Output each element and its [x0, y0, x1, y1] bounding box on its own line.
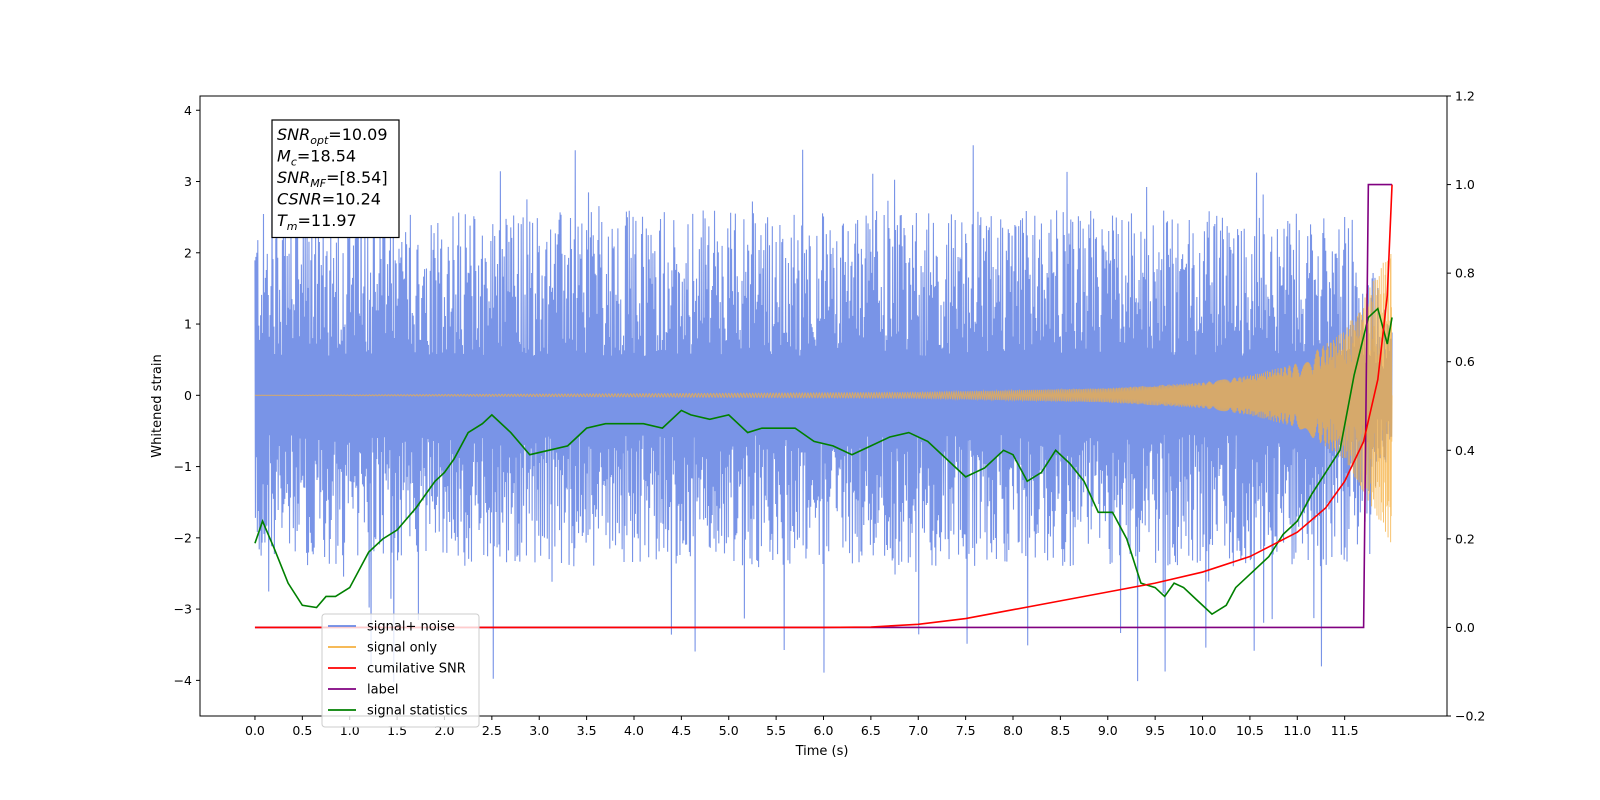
y-tick-label: 4	[184, 103, 192, 118]
legend-label: signal+ noise	[367, 620, 455, 635]
y-right-tick-label: 0.0	[1455, 620, 1475, 635]
x-tick-label: 9.0	[1098, 723, 1118, 738]
x-tick-label: 4.5	[671, 723, 691, 738]
y-right-tick-label: 0.4	[1455, 443, 1475, 458]
x-tick-label: 11.0	[1283, 723, 1311, 738]
x-tick-label: 10.5	[1236, 723, 1264, 738]
series-signal-noise	[254, 145, 1393, 683]
x-tick-label: 9.5	[1145, 723, 1165, 738]
y-axis-label: Whitened strain	[150, 354, 165, 457]
x-tick-label: 8.0	[1003, 723, 1023, 738]
info-box: SNRopt=10.09Mc=18.54SNRMF=[8.54]CSNR=10.…	[271, 119, 400, 239]
x-tick-label: 7.0	[908, 723, 928, 738]
info-line: CSNR=10.24	[277, 190, 381, 209]
y-axis-left: −4 −3 −2 −1 0 1 2 3 4	[174, 103, 200, 688]
x-tick-label: 5.0	[719, 723, 739, 738]
y-tick-label: −1	[174, 459, 192, 474]
x-tick-label: 10.0	[1189, 723, 1217, 738]
y-right-tick-label: −0.2	[1455, 709, 1485, 724]
x-tick-label: 0.0	[245, 723, 265, 738]
y-tick-label: −4	[174, 673, 192, 688]
y-right-tick-label: 0.8	[1455, 266, 1475, 281]
y-right-tick-label: 0.2	[1455, 531, 1475, 546]
info-line: SNRMF=[8.54]	[277, 168, 388, 190]
legend: signal+ noise signal only cumilative SNR la…	[321, 613, 480, 728]
info-box-frame	[271, 119, 400, 239]
x-tick-label: 11.5	[1331, 723, 1359, 738]
y-axis-right: −0.2 0.0 0.2 0.4 0.6 0.8 1.0 1.2	[1447, 89, 1485, 724]
x-axis-label: Time (s)	[795, 744, 849, 759]
info-line: SNRopt=10.09	[277, 125, 388, 147]
plot-area	[254, 145, 1393, 683]
x-tick-label: 3.5	[577, 723, 597, 738]
x-tick-label: 0.5	[292, 723, 312, 738]
x-tick-label: 6.5	[861, 723, 881, 738]
y-right-tick-label: 1.2	[1455, 89, 1475, 104]
legend-label: label	[367, 683, 398, 698]
y-right-tick-label: 0.6	[1455, 354, 1475, 369]
y-tick-label: −2	[174, 530, 192, 545]
x-tick-label: 3.0	[529, 723, 549, 738]
y-right-tick-label: 1.0	[1455, 177, 1475, 192]
legend-frame	[321, 613, 480, 728]
x-tick-label: 6.0	[814, 723, 834, 738]
y-tick-label: 3	[184, 174, 192, 189]
x-tick-label: 7.5	[956, 723, 976, 738]
series-signal-statistics	[254, 307, 1393, 616]
y-tick-label: −3	[174, 602, 192, 617]
info-line: Mc=18.54	[277, 147, 356, 169]
y-tick-label: 2	[184, 245, 192, 260]
x-tick-label: 4.0	[624, 723, 644, 738]
series-cumulative-snr	[254, 184, 1393, 629]
legend-label: cumilative SNR	[367, 662, 466, 677]
y-tick-label: 1	[184, 317, 192, 332]
x-tick-label: 8.5	[1050, 723, 1070, 738]
x-tick-label: 2.5	[482, 723, 502, 738]
info-line: Tm=11.97	[277, 211, 357, 233]
series-label	[254, 183, 1393, 629]
legend-label: signal statistics	[367, 704, 468, 719]
legend-label: signal only	[367, 641, 437, 656]
series-signal-only	[254, 254, 1393, 543]
y-tick-label: 0	[184, 388, 192, 403]
x-tick-label: 5.5	[766, 723, 786, 738]
